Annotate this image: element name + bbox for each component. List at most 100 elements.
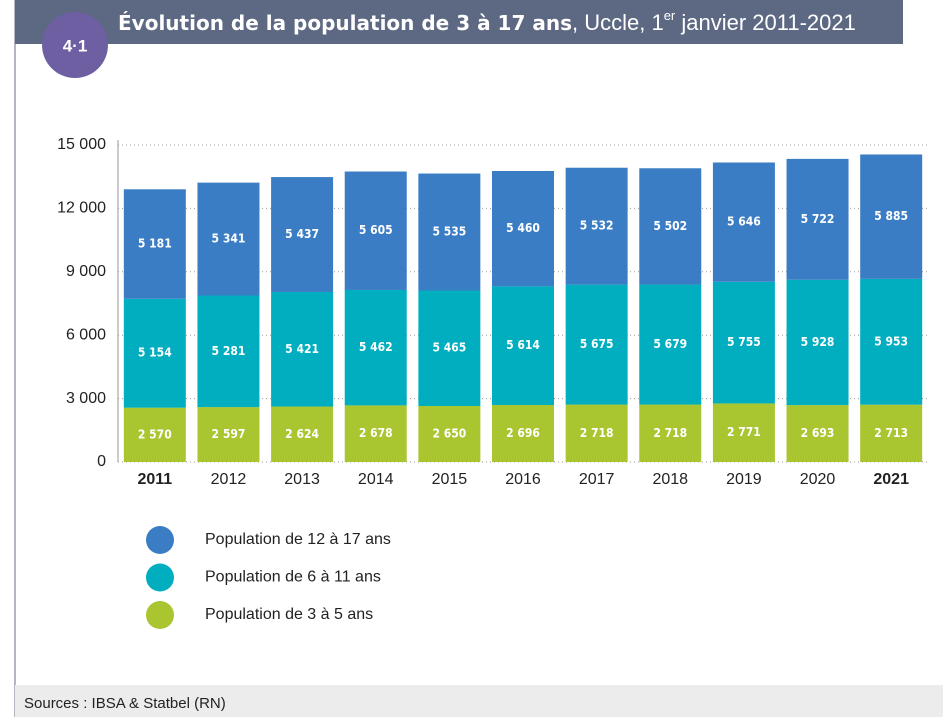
value-label: 5 605 — [359, 223, 393, 237]
value-label: 5 154 — [138, 346, 172, 360]
x-tick-label: 2020 — [800, 471, 836, 488]
y-tick-label: 6 000 — [66, 326, 106, 343]
bar-segment — [639, 404, 702, 462]
bar-segment — [492, 286, 554, 406]
x-tick-label: 2015 — [432, 471, 468, 488]
bar-segment — [639, 168, 702, 285]
y-tick-label: 12 000 — [57, 200, 106, 217]
title-end: janvier 2011-2021 — [675, 10, 856, 35]
value-label: 5 460 — [506, 221, 540, 235]
bar-segment — [860, 154, 923, 279]
bar-segment — [197, 295, 260, 408]
value-label: 5 755 — [727, 335, 761, 349]
x-tick-label: 2019 — [726, 471, 762, 488]
value-label: 2 693 — [801, 426, 835, 440]
bar-segment — [344, 405, 407, 462]
value-label: 2 624 — [285, 427, 319, 441]
value-label: 5 614 — [506, 338, 540, 352]
value-label: 2 678 — [359, 426, 393, 440]
title-bold: Évolution de la population de 3 à 17 ans — [118, 11, 572, 35]
x-tick-label: 2011 — [137, 471, 172, 488]
value-label: 2 718 — [653, 426, 687, 440]
y-tick-label: 0 — [97, 453, 106, 470]
title-rest: , Uccle, 1 — [572, 10, 664, 35]
value-label: 5 341 — [212, 232, 246, 246]
value-label: 5 421 — [285, 342, 319, 356]
bar-segment — [565, 167, 628, 285]
value-label: 2 650 — [432, 426, 466, 440]
bar-segment — [271, 406, 334, 462]
legend-label: Population de 6 à 11 ans — [205, 569, 381, 586]
value-label: 5 502 — [653, 219, 687, 233]
bar-segment — [123, 298, 186, 408]
bar-segment — [123, 407, 186, 462]
value-label: 5 722 — [801, 212, 835, 226]
value-label: 5 462 — [359, 340, 393, 354]
bar-segment — [197, 407, 260, 462]
bar-segment — [492, 405, 554, 462]
badge-label: 4·1 — [63, 36, 88, 55]
value-label: 2 713 — [874, 426, 908, 440]
value-label: 5 928 — [801, 335, 835, 349]
value-label: 5 181 — [138, 237, 172, 251]
bar-segment — [344, 171, 407, 290]
value-label: 5 465 — [432, 341, 466, 355]
x-tick-label: 2021 — [873, 471, 909, 488]
value-label: 5 679 — [653, 337, 687, 351]
legend-label: Population de 12 à 17 ans — [205, 531, 391, 548]
legend-swatch — [146, 601, 174, 629]
value-label: 5 437 — [285, 227, 319, 241]
x-tick-label: 2014 — [358, 471, 394, 488]
y-tick-label: 3 000 — [66, 390, 106, 407]
value-label: 5 532 — [580, 219, 614, 233]
value-label: 2 597 — [212, 427, 246, 441]
bar-segment — [418, 173, 481, 291]
bar-segment — [786, 405, 849, 462]
chart-title: Évolution de la population de 3 à 17 ans… — [118, 8, 856, 34]
bar-segment — [344, 289, 407, 406]
bar-segment — [492, 170, 554, 287]
bar-segment — [197, 182, 260, 296]
value-label: 5 675 — [580, 337, 614, 351]
title-sup: er — [664, 8, 676, 23]
value-label: 2 696 — [506, 426, 540, 440]
legend-label: Population de 3 à 5 ans — [205, 606, 373, 623]
bar-segment — [418, 290, 481, 406]
bar-segment — [712, 281, 775, 404]
legend-swatch — [146, 563, 174, 592]
x-tick-label: 2017 — [579, 471, 615, 488]
x-tick-label: 2016 — [505, 471, 541, 488]
bar-segment — [565, 284, 628, 405]
bar-segment — [271, 177, 334, 292]
x-tick-label: 2012 — [211, 471, 247, 488]
y-tick-label: 9 000 — [66, 263, 106, 280]
bar-segment — [123, 189, 186, 299]
bar-segment — [860, 404, 923, 462]
value-label: 2 771 — [727, 425, 761, 439]
bar-segment — [639, 284, 702, 405]
y-tick-label: 15 000 — [57, 136, 106, 153]
value-label: 2 570 — [138, 427, 172, 441]
bar-segment — [418, 405, 481, 462]
value-label: 5 953 — [874, 334, 908, 348]
x-tick-label: 2013 — [284, 471, 320, 488]
bar-segment — [786, 158, 849, 280]
bar-segment — [712, 403, 775, 462]
source: Sources : IBSA & Statbel (RN) — [24, 695, 226, 712]
bar-segment — [860, 278, 923, 405]
value-label: 5 885 — [874, 209, 908, 223]
bar-segment — [786, 279, 849, 406]
footer-bar — [15, 685, 943, 717]
header-bar — [15, 0, 903, 44]
bar-segment — [565, 404, 628, 462]
value-label: 5 535 — [432, 225, 466, 239]
value-label: 5 281 — [212, 344, 246, 358]
legend-swatch — [146, 526, 174, 554]
badge — [42, 12, 108, 78]
value-label: 2 718 — [580, 426, 614, 440]
x-tick-label: 2018 — [652, 471, 688, 488]
value-label: 5 646 — [727, 215, 761, 229]
bar-segment — [712, 162, 775, 282]
